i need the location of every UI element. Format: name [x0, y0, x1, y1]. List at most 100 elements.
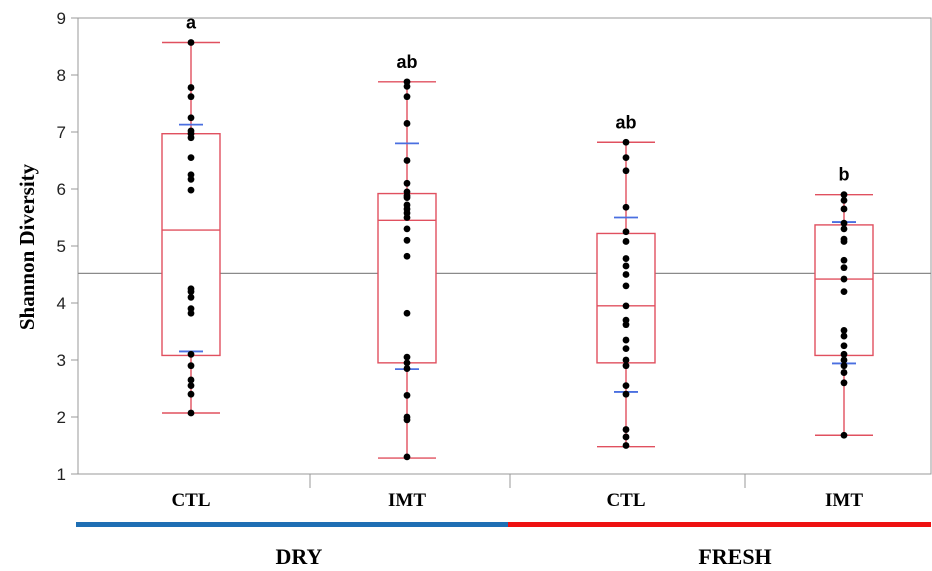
data-point [622, 356, 630, 364]
data-point [840, 431, 848, 439]
data-point [840, 369, 848, 376]
data-point [840, 342, 848, 350]
data-point [622, 433, 630, 441]
y-tick-label-3: 3 [57, 351, 66, 370]
data-point [187, 309, 195, 317]
data-point [622, 302, 630, 310]
y-axis-label: Shannon Diversity [15, 163, 39, 330]
y-axis-ticks: 1 2 3 4 5 6 7 8 9 [57, 9, 78, 484]
y-tick-label-5: 5 [57, 237, 66, 256]
data-point [403, 214, 411, 221]
data-point [187, 288, 195, 295]
data-point [403, 225, 411, 233]
x-category-label-3: CTL [606, 490, 645, 511]
data-point [403, 365, 411, 372]
data-point [403, 391, 411, 399]
data-point [840, 379, 848, 387]
data-point [403, 93, 411, 101]
y-tick-label-1: 1 [57, 465, 66, 484]
data-point [840, 362, 848, 370]
data-point [840, 256, 848, 264]
data-point [187, 114, 195, 122]
data-point [840, 264, 848, 272]
data-point [622, 203, 630, 211]
data-point [187, 362, 195, 370]
data-point [840, 350, 848, 358]
data-point [187, 293, 195, 301]
x-category-label-4: IMT [825, 490, 863, 511]
data-point [403, 416, 411, 424]
data-point [622, 336, 630, 344]
data-point [622, 255, 630, 262]
y-tick-label-4: 4 [57, 294, 66, 313]
data-point [840, 225, 848, 233]
significance-letter: a [186, 13, 197, 33]
data-point [403, 353, 411, 361]
box-plot-2: ab [377, 52, 437, 461]
data-point [187, 186, 195, 194]
data-point [403, 194, 411, 201]
data-point [622, 442, 630, 449]
data-point [187, 154, 195, 162]
data-point [622, 321, 630, 329]
x-category-label-1: CTL [171, 490, 210, 511]
group-label-dry: DRY [276, 544, 323, 569]
data-point [187, 134, 195, 142]
group-bars: DRY FRESH [76, 522, 931, 569]
data-point [840, 205, 848, 213]
data-point [622, 345, 630, 352]
data-point [622, 271, 630, 278]
data-point [622, 426, 630, 433]
group-bar-dry [76, 522, 508, 527]
box-plot-4: b [814, 165, 874, 439]
box-plots: a ab ab b [161, 13, 874, 461]
y-tick-label-9: 9 [57, 9, 66, 28]
box-plot-1: a [161, 13, 221, 417]
data-point [187, 382, 195, 390]
data-point [187, 175, 195, 183]
data-point [622, 282, 630, 290]
data-point [187, 350, 195, 358]
data-point [187, 84, 195, 91]
y-axis-label-group: Shannon Diversity [15, 163, 39, 330]
significance-letter: ab [396, 52, 417, 72]
data-point [187, 376, 195, 384]
data-point [187, 390, 195, 398]
data-point [622, 390, 630, 398]
data-point [403, 179, 411, 187]
significance-letter: b [839, 165, 850, 185]
y-tick-label-7: 7 [57, 123, 66, 142]
data-point [403, 453, 411, 461]
box-iqr [161, 133, 221, 357]
data-point [840, 326, 848, 334]
data-point [403, 252, 411, 260]
data-point [622, 262, 630, 270]
data-point [622, 238, 630, 245]
box-plot-3: ab [596, 112, 656, 449]
data-point [187, 39, 195, 46]
x-axis-labels: CTL IMT CTL IMT [171, 490, 863, 511]
group-bar-fresh [508, 522, 931, 527]
data-point [403, 309, 411, 317]
data-point [403, 236, 411, 244]
y-tick-label-6: 6 [57, 180, 66, 199]
data-point [840, 288, 848, 295]
data-point [403, 83, 411, 90]
y-tick-label-2: 2 [57, 408, 66, 427]
data-point [622, 382, 630, 390]
group-label-fresh: FRESH [698, 544, 771, 569]
data-point [403, 359, 411, 367]
data-point [840, 197, 848, 204]
data-point [840, 191, 848, 199]
data-point [187, 93, 195, 101]
y-tick-label-8: 8 [57, 66, 66, 85]
data-point [622, 362, 630, 370]
significance-letter: ab [615, 112, 636, 132]
data-point [840, 332, 848, 340]
data-point [840, 275, 848, 283]
data-point [622, 228, 630, 236]
data-point [840, 356, 848, 364]
data-point [622, 154, 630, 162]
data-point [622, 138, 630, 146]
